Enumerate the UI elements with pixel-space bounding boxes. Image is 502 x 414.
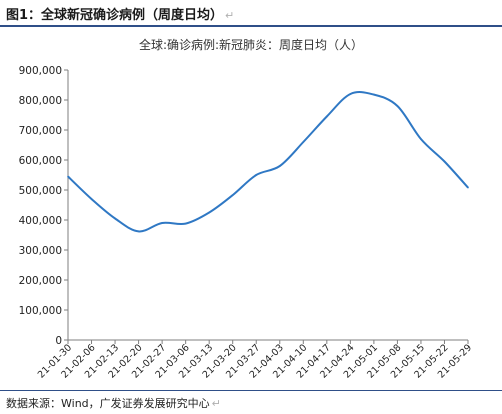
y-axis: 0 100,000 200,000 300,000 400,000 500,000 600,… — [19, 65, 69, 347]
series-layer — [67, 91, 469, 233]
data-point — [67, 175, 69, 178]
y-tick-label: 800,000 — [19, 95, 62, 107]
x-axis: 21-01-3021-02-0621-02-1321-02-2021-02-27… — [36, 339, 474, 381]
data-point — [420, 138, 422, 140]
data-point — [349, 93, 352, 95]
data-point — [373, 93, 375, 96]
data-point — [255, 174, 257, 176]
paragraph-mark-icon: ↵ — [225, 9, 235, 22]
title-underline — [0, 25, 502, 27]
y-tick-label: 500,000 — [19, 185, 62, 197]
data-point — [208, 211, 210, 214]
data-point — [137, 230, 140, 233]
chart-title: 全球:确诊病例:新冠肺炎：周度日均（人） — [138, 38, 364, 52]
paragraph-mark-icon: ↵ — [211, 397, 221, 410]
data-point — [114, 217, 116, 220]
y-tick-label: 300,000 — [19, 245, 62, 257]
data-point — [302, 141, 305, 143]
y-tick-label: 0 — [55, 335, 62, 347]
figure-title-text: 图1：全球新冠确诊病例（周度日均） — [6, 8, 224, 23]
data-point — [443, 160, 446, 163]
y-tick-label: 200,000 — [19, 275, 62, 287]
figure-title: 图1：全球新冠确诊病例（周度日均） ↵ — [6, 4, 234, 24]
data-point — [90, 198, 93, 200]
data-point — [279, 165, 281, 167]
source-rule — [0, 390, 502, 391]
y-tick-label: 700,000 — [19, 125, 62, 137]
y-tick-label: 400,000 — [19, 215, 62, 227]
y-tick-label: 900,000 — [19, 65, 62, 77]
data-point — [467, 186, 469, 189]
data-point — [326, 115, 328, 118]
y-tick-label: 600,000 — [19, 155, 62, 167]
data-point — [184, 222, 187, 225]
y-tick-label: 100,000 — [19, 305, 62, 317]
data-point — [231, 194, 234, 196]
data-source: 数据来源：Wind，广发证券发展研究中心 ↵ — [6, 395, 221, 411]
series-line — [67, 91, 469, 233]
data-point — [161, 222, 163, 224]
data-point — [396, 105, 399, 107]
data-source-text: 数据来源：Wind，广发证券发展研究中心 — [6, 397, 210, 410]
